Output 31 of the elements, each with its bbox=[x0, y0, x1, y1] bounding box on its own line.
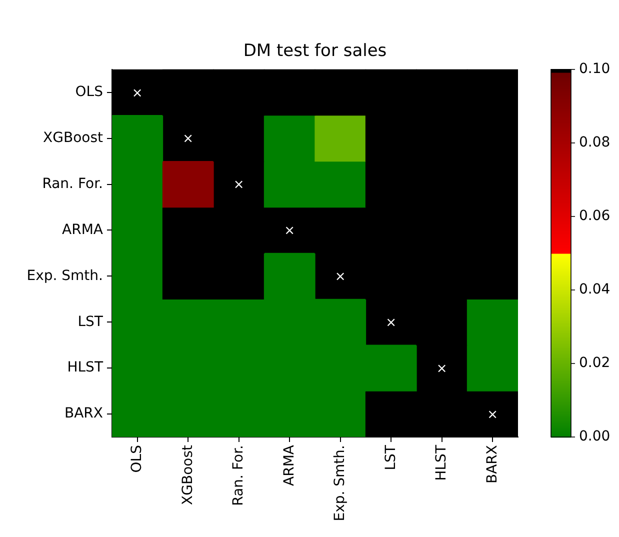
x-tick-label: Ran. For. bbox=[230, 445, 247, 506]
color-bar-label: 0.00 bbox=[579, 428, 610, 445]
color-bar-label: 0.04 bbox=[579, 282, 610, 298]
x-tick-label: ARMA bbox=[281, 444, 298, 486]
y-tick-label: XGBoost bbox=[43, 130, 104, 146]
x-tick-label: Exp. Smth. bbox=[332, 445, 348, 522]
y-tick-label: OLS bbox=[75, 84, 104, 100]
text: × bbox=[436, 361, 448, 376]
text: × bbox=[182, 132, 194, 147]
y-tick-label: BARX bbox=[64, 406, 104, 422]
y-tick-label: ARMA bbox=[62, 222, 104, 238]
x-tick-label: OLS bbox=[129, 444, 146, 473]
text: × bbox=[132, 86, 143, 101]
color-bar-label: 0.02 bbox=[579, 355, 610, 372]
color-bar-label: 0.08 bbox=[579, 134, 610, 151]
text: × bbox=[487, 407, 498, 422]
color-bar-label: 0.10 bbox=[579, 61, 610, 78]
text: × bbox=[233, 178, 244, 193]
x-tick-label: LST bbox=[382, 444, 399, 470]
text: × bbox=[334, 270, 346, 285]
text: × bbox=[386, 316, 397, 330]
y-tick-label: LST bbox=[78, 314, 104, 330]
y-tick-label: Exp. Smth. bbox=[26, 268, 103, 284]
color-bar-label: 0.06 bbox=[579, 208, 610, 224]
y-tick-label: Ran. For. bbox=[42, 176, 103, 192]
x-tick-label: BARX bbox=[484, 444, 500, 484]
text: × bbox=[284, 224, 296, 239]
x-tick-label: XGBoost bbox=[180, 444, 196, 505]
chart-title: DM test for sales bbox=[243, 41, 387, 62]
y-tick-label: HLST bbox=[67, 360, 104, 376]
x-tick-label: HLST bbox=[434, 444, 450, 481]
